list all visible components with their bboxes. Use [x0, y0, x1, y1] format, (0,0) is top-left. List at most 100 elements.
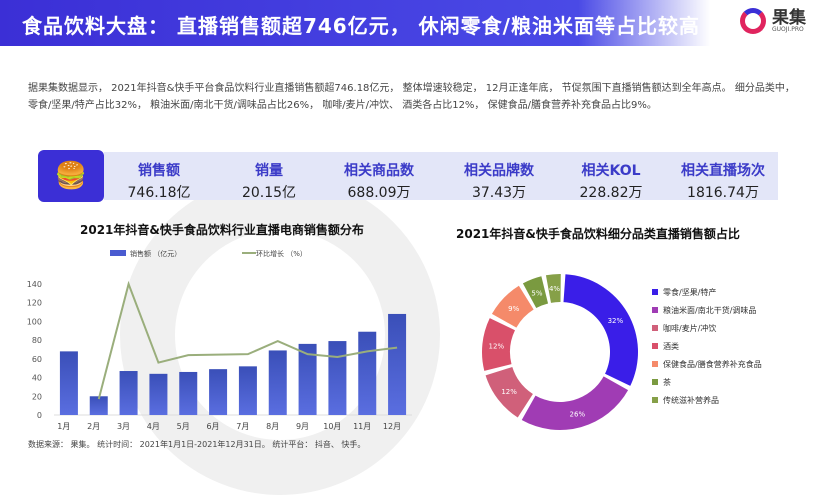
x-tick-label: 10月	[323, 422, 341, 431]
kpi-value: 228.82万	[579, 185, 643, 201]
x-tick-label: 2月	[87, 422, 100, 431]
legend-label-bar: 销售额 （亿元）	[130, 249, 181, 258]
donut-slice	[545, 274, 561, 303]
logo-sub: GUOJI.PRO	[772, 25, 804, 33]
bar	[328, 341, 347, 415]
bar	[358, 331, 377, 415]
x-tick-label: 4月	[147, 422, 160, 431]
slice-label: 9%	[508, 305, 519, 313]
kpi-label: 销量	[255, 163, 283, 179]
slice-label: 4%	[549, 285, 560, 293]
slice-label: 26%	[570, 411, 586, 419]
kpi-brands: 相关品牌数 37.43万	[444, 152, 554, 202]
legend-item: 零食/坚果/特产	[652, 283, 762, 301]
bar	[209, 369, 228, 415]
legend-item: 粮油米面/南北干货/调味品	[652, 301, 762, 319]
donut-slice	[522, 276, 549, 309]
growth-line	[97, 280, 398, 400]
donut-slice	[485, 366, 533, 418]
legend-label: 茶	[663, 377, 671, 387]
legend-swatch	[652, 307, 658, 313]
legend-swatch	[652, 379, 658, 385]
bar	[59, 351, 78, 415]
logo-text: 果集	[772, 7, 806, 28]
kpi-volume: 销量 20.15亿	[214, 152, 324, 202]
y-tick-label: 0	[37, 411, 42, 420]
kpi-value: 1816.74万	[687, 185, 759, 201]
legend-swatch	[652, 397, 658, 403]
kpi-label: 销售额	[138, 163, 180, 179]
kpi-value: 688.09万	[347, 185, 411, 201]
kpi-value: 20.15亿	[241, 185, 297, 201]
y-tick-label: 120	[27, 299, 42, 308]
legend-label: 保健食品/膳食营养补充食品	[663, 359, 762, 369]
donut-slice	[482, 318, 515, 371]
kpi-label: 相关直播场次	[681, 163, 765, 179]
kpi-value: 37.43万	[471, 185, 527, 201]
logo: 果集 GUOJI.PRO	[740, 8, 806, 34]
bar	[388, 313, 407, 415]
bar-line-chart: 0 20 40 60 80 100 120 140 1月 2月 3月 4月 5月 6月 7月 8月 9月 10月 1…	[27, 249, 412, 431]
x-tick-label: 11月	[353, 422, 371, 431]
bar	[179, 371, 198, 415]
donut-slice	[563, 274, 638, 386]
legend-label-line: 环比增长 （%）	[256, 249, 307, 258]
legend-swatch	[652, 325, 658, 331]
x-tick-label: 9月	[296, 422, 309, 431]
legend-item: 酒类	[652, 337, 762, 355]
legend-swatch	[652, 361, 658, 367]
kpi-live: 相关直播场次 1816.74万	[668, 152, 778, 202]
kpi-value: 746.18亿	[127, 185, 191, 201]
bar	[238, 366, 257, 415]
kpi-strip: 销售额 746.18亿 销量 20.15亿 相关商品数 688.09万 相关品牌数 37…	[104, 152, 778, 202]
donut-chart: 32% 26% 12% 12% 9% 5% 4%	[482, 274, 638, 430]
legend-item: 传统滋补营养品	[652, 391, 762, 409]
legend-label: 零食/坚果/特产	[663, 287, 717, 297]
pie-chart-title: 2021年抖音&快手食品饮料细分品类直播销售额占比	[456, 227, 740, 241]
logo-icon	[740, 8, 766, 34]
page-title: 食品饮料大盘： 直播销售额超746亿元， 休闲零食/粮油米面等占比较高	[22, 14, 700, 38]
bar	[268, 350, 287, 415]
x-tick-label: 6月	[206, 422, 219, 431]
footnote: 数据来源： 果集。 统计时间： 2021年1月1日-2021年12月31日。 统…	[28, 440, 366, 449]
kpi-kol: 相关KOL 228.82万	[556, 152, 666, 202]
x-tick-label: 8月	[266, 422, 279, 431]
bar	[119, 371, 138, 415]
kpi-label: 相关KOL	[581, 163, 641, 179]
legend-item: 茶	[652, 373, 762, 391]
legend-swatch	[652, 289, 658, 295]
kpi-label: 相关商品数	[344, 163, 414, 179]
header-bar: 食品饮料大盘： 直播销售额超746亿元， 休闲零食/粮油米面等占比较高	[0, 0, 826, 46]
x-tick-label: 5月	[177, 422, 190, 431]
slice-label: 12%	[501, 388, 517, 396]
y-tick-label: 40	[32, 374, 42, 383]
y-tick-label: 140	[27, 280, 42, 289]
legend-item: 咖啡/麦片/冲饮	[652, 319, 762, 337]
bar	[298, 343, 317, 415]
legend-item: 保健食品/膳食营养补充食品	[652, 355, 762, 373]
legend-label: 粮油米面/南北干货/调味品	[663, 305, 757, 315]
x-tick-label: 12月	[383, 422, 401, 431]
y-tick-label: 20	[32, 392, 42, 401]
y-tick-label: 100	[27, 317, 42, 326]
x-tick-label: 3月	[117, 422, 130, 431]
legend-label: 咖啡/麦片/冲饮	[663, 323, 717, 333]
x-tick-label: 1月	[57, 422, 70, 431]
legend-swatch-bar	[110, 250, 126, 256]
legend-label: 传统滋补营养品	[663, 395, 719, 405]
x-tick-label: 7月	[236, 422, 249, 431]
bar	[149, 373, 168, 415]
burger-drink-icon: 🍔	[38, 150, 104, 202]
bar	[89, 396, 108, 415]
legend-label: 酒类	[663, 341, 679, 351]
kpi-sales: 销售额 746.18亿	[104, 152, 214, 202]
kpi-label: 相关品牌数	[464, 163, 534, 179]
donut-slice	[491, 285, 534, 328]
legend-swatch	[652, 343, 658, 349]
y-tick-label: 60	[32, 355, 42, 364]
intro-text: 据果集数据显示， 2021年抖音&快手平台食品饮料行业直播销售额超746.18亿…	[28, 83, 795, 111]
donut-slice	[521, 376, 629, 430]
slice-label: 32%	[608, 317, 624, 325]
bar-chart-title: 2021年抖音&快手食品饮料行业直播电商销售额分布	[80, 223, 364, 237]
kpi-products: 相关商品数 688.09万	[324, 152, 434, 202]
